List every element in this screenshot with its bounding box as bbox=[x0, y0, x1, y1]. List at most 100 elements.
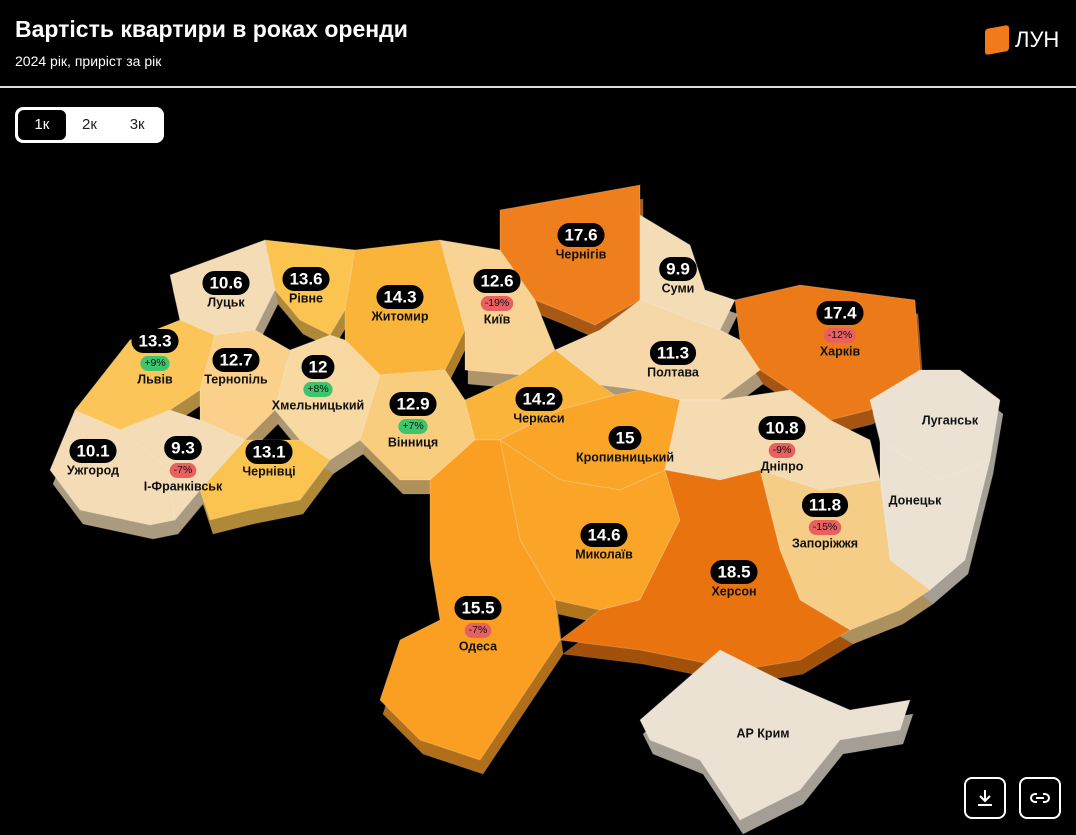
region-change: -12% bbox=[828, 329, 853, 341]
region-name: Запоріжжя bbox=[792, 536, 858, 550]
region-name: Чернігів bbox=[556, 247, 607, 261]
change-badge bbox=[808, 520, 842, 535]
value-badge bbox=[659, 257, 697, 281]
region-value: 14.6 bbox=[587, 525, 620, 544]
region-value: 12 bbox=[309, 357, 328, 376]
region-value: 10.6 bbox=[209, 273, 242, 292]
region-name: Кропивницький bbox=[576, 450, 674, 464]
change-badge bbox=[169, 463, 197, 478]
region-value: 12.6 bbox=[480, 271, 513, 290]
region-change: -7% bbox=[469, 624, 488, 636]
value-badge bbox=[454, 596, 502, 620]
value-badge bbox=[515, 387, 563, 411]
region-value: 13.1 bbox=[252, 442, 285, 461]
region-name: Одеса bbox=[459, 639, 498, 653]
region-name: Чернівці bbox=[242, 464, 295, 478]
region-name: Суми bbox=[662, 281, 695, 295]
logo: ЛУН bbox=[985, 24, 1060, 56]
region-name: Тернопіль bbox=[204, 372, 268, 386]
region-value: 17.4 bbox=[823, 303, 857, 322]
region-change: -7% bbox=[174, 464, 193, 476]
change-badge bbox=[768, 443, 796, 458]
region-change: +8% bbox=[307, 383, 328, 395]
region-name: Херсон bbox=[711, 584, 756, 598]
region-name: Львів bbox=[137, 372, 173, 386]
region-value: 15 bbox=[616, 428, 635, 447]
change-badge bbox=[140, 356, 170, 371]
region-change: +7% bbox=[402, 420, 423, 432]
value-badge bbox=[816, 301, 864, 325]
region-name: Хмельницький bbox=[272, 398, 364, 412]
value-badge bbox=[69, 439, 117, 463]
region-value: 14.2 bbox=[522, 389, 555, 408]
region-change: -9% bbox=[773, 444, 792, 456]
value-badge bbox=[649, 341, 697, 365]
logo-text: ЛУН bbox=[1015, 27, 1060, 52]
region-name: АР Крим bbox=[736, 726, 789, 740]
region-value: 10.1 bbox=[76, 441, 109, 460]
value-badge bbox=[473, 269, 521, 293]
region-name: Дніпро bbox=[761, 459, 804, 473]
region-name: Черкаси bbox=[513, 411, 564, 425]
region-value: 15.5 bbox=[461, 598, 494, 617]
region-name: Ужгород bbox=[67, 463, 119, 477]
region-name: Миколаїв bbox=[575, 547, 633, 561]
value-badge bbox=[376, 285, 424, 309]
region-value: 10.8 bbox=[765, 418, 798, 437]
region-change: -19% bbox=[485, 297, 510, 309]
value-badge bbox=[301, 355, 335, 379]
value-badge bbox=[801, 493, 849, 517]
value-badge bbox=[758, 416, 806, 440]
region-value: 11.8 bbox=[809, 495, 841, 514]
region-value: 13.6 bbox=[289, 269, 322, 288]
value-badge bbox=[164, 436, 202, 460]
region-change: +9% bbox=[144, 357, 165, 369]
region-value: 14.3 bbox=[383, 287, 416, 306]
value-badge bbox=[202, 271, 250, 295]
title: Вартість квартири в роках оренди bbox=[15, 16, 408, 42]
region-name: І-Франківськ bbox=[144, 479, 223, 493]
header: Вартість квартири в роках оренди 2024 рі… bbox=[0, 0, 1076, 88]
value-badge bbox=[245, 440, 293, 464]
link-icon bbox=[1030, 793, 1050, 803]
region-name: Донецьк bbox=[889, 493, 943, 507]
size-tab[interactable]: 3к bbox=[129, 116, 145, 133]
region-name: Київ bbox=[484, 312, 511, 326]
subtitle: 2024 рік, приріст за рік bbox=[15, 53, 162, 69]
value-badge bbox=[212, 348, 260, 372]
change-badge bbox=[303, 382, 333, 397]
change-badge bbox=[480, 296, 514, 311]
download-icon bbox=[978, 790, 992, 806]
value-badge bbox=[580, 523, 628, 547]
region-value: 18.5 bbox=[717, 562, 750, 581]
region-name: Харків bbox=[820, 344, 861, 358]
value-badge bbox=[131, 329, 179, 353]
region-name: Вінниця bbox=[388, 435, 438, 449]
region-value: 13.3 bbox=[138, 331, 171, 350]
region-value: 17.6 bbox=[564, 225, 597, 244]
region-name: Житомир bbox=[371, 309, 429, 323]
region-value: 9.9 bbox=[666, 259, 690, 278]
region-value: 12.9 bbox=[396, 394, 429, 413]
change-badge bbox=[823, 328, 857, 343]
region-name: Полтава bbox=[647, 365, 700, 379]
region-name: Рівне bbox=[289, 291, 323, 305]
value-badge bbox=[282, 267, 330, 291]
region-change: -15% bbox=[813, 521, 838, 533]
change-badge bbox=[464, 623, 492, 638]
value-badge bbox=[389, 392, 437, 416]
region-name: Луцьк bbox=[207, 295, 245, 309]
size-tabs: 1к 2к 3к bbox=[15, 107, 164, 143]
region-value: 9.3 bbox=[171, 438, 195, 457]
value-badge bbox=[710, 560, 758, 584]
size-tab[interactable]: 1к bbox=[18, 110, 66, 140]
size-tab[interactable]: 2к bbox=[82, 116, 97, 133]
region-value: 11.3 bbox=[657, 343, 689, 362]
link-button[interactable] bbox=[1019, 777, 1061, 819]
change-badge bbox=[398, 419, 428, 434]
value-badge bbox=[608, 426, 642, 450]
download-button[interactable] bbox=[964, 777, 1006, 819]
region-value: 12.7 bbox=[219, 350, 252, 369]
